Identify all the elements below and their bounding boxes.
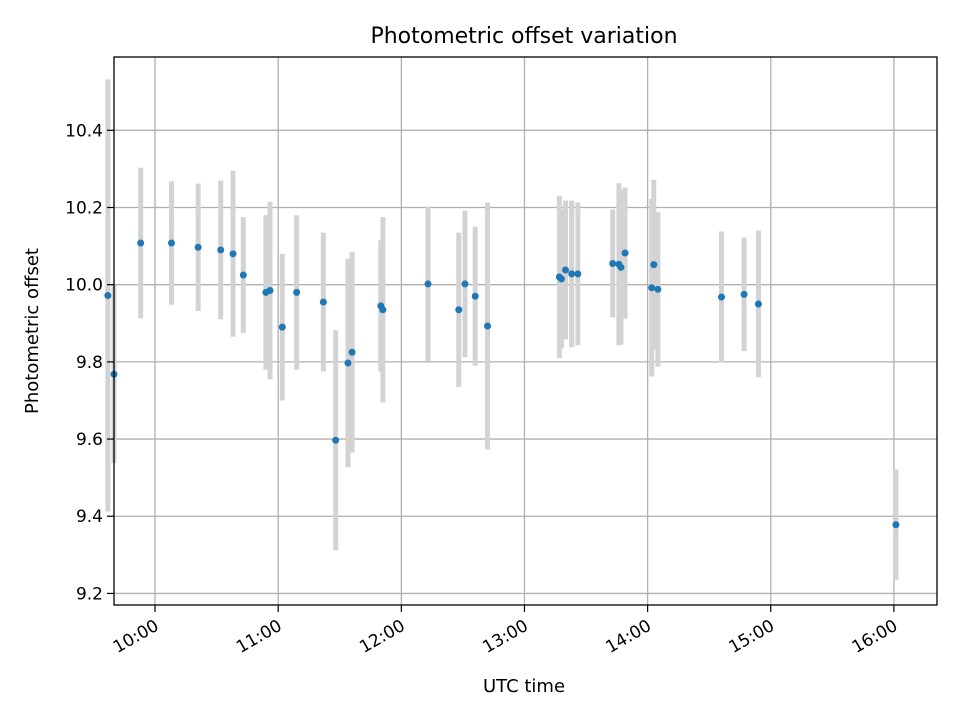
data-point [562,266,570,274]
x-tick-label: 14:00 [602,616,654,658]
x-tick-label: 16:00 [849,616,901,658]
data-point [167,239,175,247]
data-point [754,300,762,308]
data-point [718,293,726,301]
data-point [609,259,617,267]
y-tick-label: 10.2 [65,199,103,219]
data-point [461,280,469,288]
data-point [654,285,662,293]
data-point [217,246,225,254]
grid-lines [114,57,937,605]
data-point [557,275,565,283]
data-point [104,291,112,299]
data-point [484,322,492,330]
x-tick-label: 11:00 [233,616,285,658]
data-point [455,306,463,314]
x-tick-label: 13:00 [479,616,531,658]
error-bars [105,79,899,580]
x-tick-label: 10:00 [110,616,162,658]
x-tick-label: 12:00 [356,616,408,658]
data-point [319,298,327,306]
data-point [650,261,658,269]
y-axis-label: Photometric offset [22,248,43,414]
data-point [568,270,576,278]
data-point [574,270,582,278]
data-point [137,239,145,247]
data-point [648,284,656,292]
data-point [424,280,432,288]
data-point [344,359,352,367]
y-tick-label: 9.2 [76,584,103,604]
y-tick-label: 9.6 [76,430,103,450]
y-tick-label: 10.4 [65,121,103,141]
data-point [194,243,202,251]
chart-title: Photometric offset variation [370,24,677,49]
axes [107,56,938,612]
y-tick-label: 9.8 [76,353,103,373]
data-point [617,263,625,271]
data-point [379,306,387,314]
data-point [332,436,340,444]
data-point [348,348,356,356]
data-point [621,249,629,257]
data-point [471,292,479,300]
data-point [740,290,748,298]
data-point [266,286,274,294]
data-point [293,288,301,296]
tick-labels: 9.2 9.4 9.6 9.8 10.0 10.2 10.4 10:00 11:00 12:00 1… [65,121,901,657]
y-tick-label: 10.0 [65,276,103,296]
x-axis-label: UTC time [483,676,565,697]
data-point [278,323,286,331]
data-point [239,271,247,279]
x-tick-label: 15:00 [726,616,778,658]
data-points [104,239,900,529]
data-point [892,521,900,529]
plot-frame [113,56,938,606]
y-tick-label: 9.4 [76,507,103,527]
data-point [229,250,237,258]
